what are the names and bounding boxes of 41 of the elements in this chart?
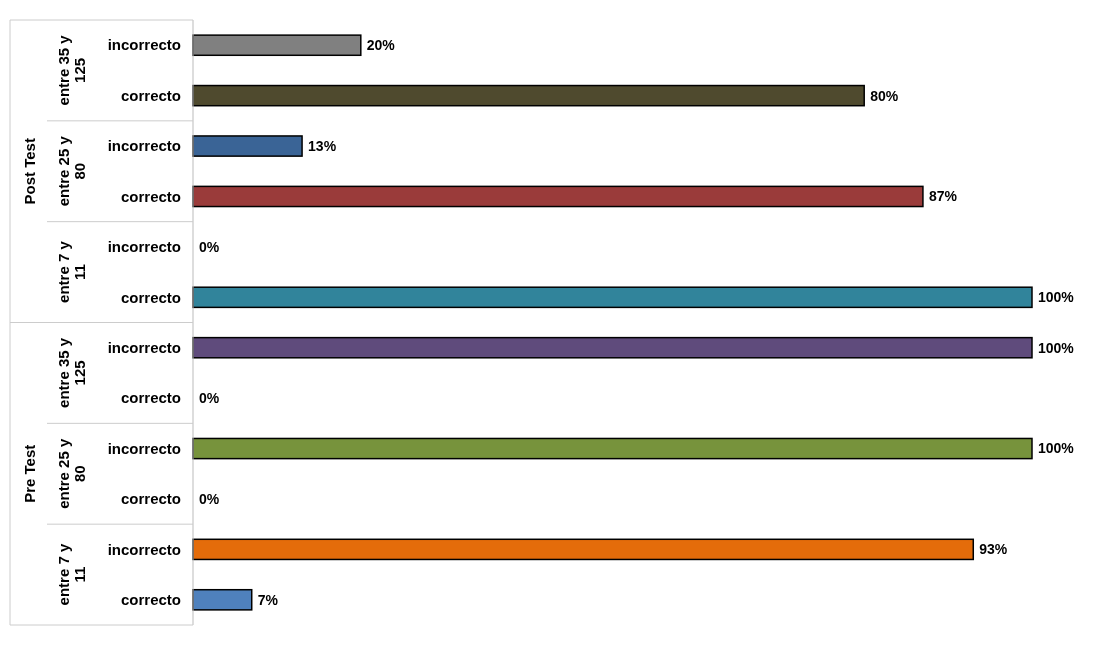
data-label: 0%: [199, 238, 220, 255]
text: entre 25 y 80: [55, 135, 89, 207]
y-tick-label: correcto: [120, 591, 181, 609]
data-label: 93%: [979, 541, 1008, 558]
bar: [192, 135, 303, 157]
data-label: 13%: [308, 137, 337, 154]
text: entre 7 y 11: [55, 240, 89, 303]
data-label: 100%: [1038, 440, 1075, 457]
text: entre 7 y 11: [55, 543, 89, 606]
y-tick-label: incorrecto: [107, 338, 181, 356]
bar: [192, 588, 253, 611]
bar: [192, 538, 975, 561]
y-tick-label: incorrecto: [107, 238, 181, 256]
data-label: 100%: [1038, 339, 1075, 356]
text: entre 25 y 80: [55, 438, 89, 509]
y-tick-label: correcto: [120, 187, 181, 205]
y-tick-label: incorrecto: [107, 137, 181, 155]
data-label: 7%: [257, 591, 279, 608]
text: entre 35 y 125: [55, 34, 89, 106]
y-tick-label: correcto: [120, 86, 181, 104]
data-label: 20%: [366, 37, 396, 54]
data-label: 0%: [199, 390, 220, 407]
data-label: 0%: [199, 490, 220, 507]
bar: [192, 185, 924, 208]
data-label: 100%: [1038, 289, 1075, 306]
y-tick-label: correcto: [120, 389, 181, 407]
y-tick-label: incorrecto: [107, 439, 181, 457]
text: Pre Test: [21, 444, 39, 503]
bar: [192, 286, 1033, 309]
data-label: 87%: [928, 188, 958, 205]
bar: [192, 34, 362, 57]
y-tick-label: correcto: [120, 490, 181, 508]
bar: [192, 437, 1033, 460]
bar: [192, 336, 1033, 359]
y-tick-label: correcto: [120, 288, 181, 306]
y-tick-label: incorrecto: [107, 540, 181, 558]
text: Post Test: [21, 138, 39, 205]
y-tick-label: incorrecto: [107, 36, 181, 54]
data-label: 80%: [870, 87, 899, 104]
bar: [192, 84, 865, 107]
text: entre 35 y 125: [55, 337, 89, 408]
